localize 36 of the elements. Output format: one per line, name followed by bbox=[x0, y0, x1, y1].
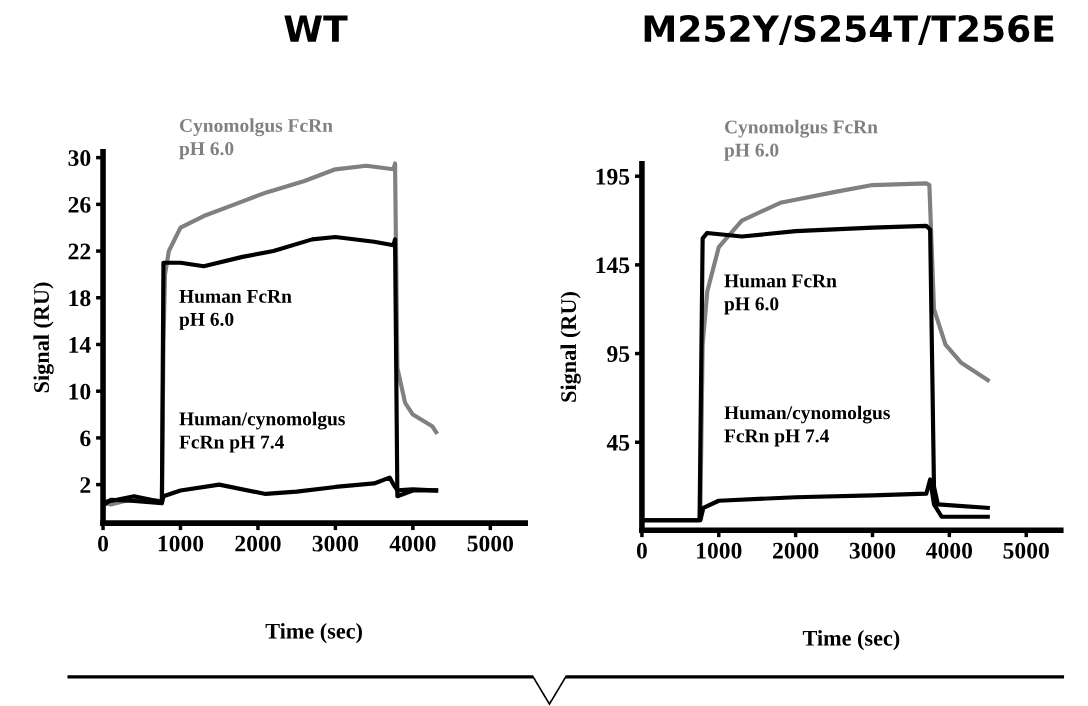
x-tick-label: 2000 bbox=[773, 542, 819, 559]
series-label: Cynomolgus FcRn pH 6.0 bbox=[179, 118, 333, 160]
x-tick-label: 1000 bbox=[697, 542, 742, 559]
y-tick-label: 26 bbox=[68, 196, 91, 213]
x-tick-label: 3000 bbox=[312, 535, 359, 552]
chart-title: WT bbox=[284, 15, 348, 42]
x-tick-label: 4000 bbox=[926, 542, 973, 559]
x-tick-label: 1000 bbox=[158, 535, 204, 552]
y-tick-label: 6 bbox=[80, 430, 91, 447]
annotation: Human/cynomolgus FcRn pH 7.4 bbox=[179, 411, 345, 453]
annotation: Human FcRn pH 6.0 bbox=[724, 274, 837, 315]
x-tick-label: 0 bbox=[98, 535, 109, 552]
y-axis-title: Signal (RU) bbox=[33, 282, 54, 393]
series-label: Cynomolgus FcRn pH 6.0 bbox=[724, 119, 878, 161]
chart-title: M252Y/S254T/T256E bbox=[644, 14, 1054, 46]
x-axis-title: Time (sec) bbox=[802, 630, 900, 651]
y-axis-title: Signal (RU) bbox=[560, 292, 581, 402]
x-axis-title: Time (sec) bbox=[265, 623, 362, 644]
y-tick-label: 14 bbox=[69, 337, 91, 353]
annotation: Human/cynomolgus FcRn pH 7.4 bbox=[724, 405, 890, 447]
x-tick-label: 5000 bbox=[467, 535, 514, 552]
y-tick-label: 18 bbox=[69, 290, 91, 307]
y-tick-label: 30 bbox=[68, 150, 91, 167]
y-tick-label: 145 bbox=[596, 257, 630, 274]
x-tick-label: 5000 bbox=[1003, 542, 1049, 559]
x-tick-label: 2000 bbox=[235, 535, 281, 552]
y-tick-label: 95 bbox=[607, 346, 630, 362]
y-tick-label: 10 bbox=[69, 383, 91, 400]
x-tick-label: 4000 bbox=[389, 535, 436, 552]
y-tick-label: 195 bbox=[596, 168, 630, 185]
x-tick-label: 0 bbox=[636, 542, 647, 559]
y-tick-label: 45 bbox=[606, 434, 630, 451]
x-tick-label: 3000 bbox=[849, 542, 896, 559]
y-tick-label: 22 bbox=[68, 243, 91, 260]
annotation: Human FcRn pH 6.0 bbox=[179, 289, 292, 330]
y-tick-label: 2 bbox=[80, 477, 91, 493]
